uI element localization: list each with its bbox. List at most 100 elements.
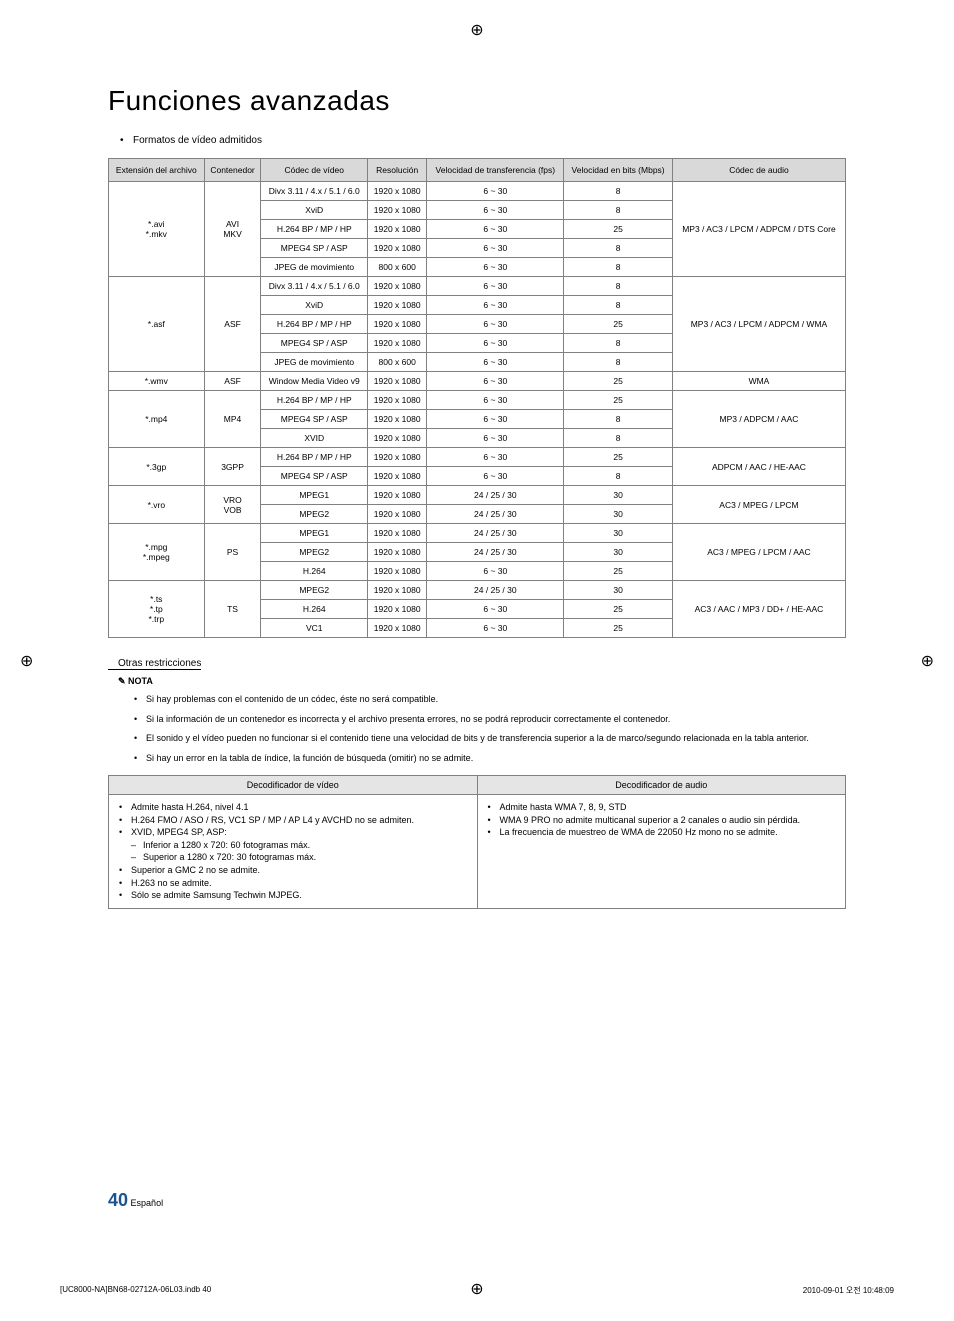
mbps-cell: 25 [564, 619, 673, 638]
note-item: Si hay problemas con el contenido de un … [146, 693, 846, 707]
format-table-header: Contenedor [204, 159, 261, 182]
codec-cell: MPEG2 [261, 581, 368, 600]
intro-bullet: Formatos de vídeo admitidos [108, 135, 846, 146]
codec-cell: H.264 [261, 600, 368, 619]
mbps-cell: 8 [564, 410, 673, 429]
ext-cell: *.3gp [109, 448, 205, 486]
res-cell: 1920 x 1080 [367, 562, 426, 581]
audio-cell: MP3 / AC3 / LPCM / ADPCM / DTS Core [672, 182, 845, 277]
video-format-table: Extensión del archivoContenedorCódec de … [108, 158, 846, 638]
mbps-cell: 8 [564, 258, 673, 277]
mbps-cell: 8 [564, 334, 673, 353]
res-cell: 1920 x 1080 [367, 524, 426, 543]
container-cell: 3GPP [204, 448, 261, 486]
audio-cell: ADPCM / AAC / HE-AAC [672, 448, 845, 486]
format-table-header: Velocidad en bits (Mbps) [564, 159, 673, 182]
res-cell: 1920 x 1080 [367, 296, 426, 315]
restrictions-notes: Si hay problemas con el contenido de un … [108, 693, 846, 765]
codec-cell: XviD [261, 201, 368, 220]
container-cell: VROVOB [204, 486, 261, 524]
decoder-video-item: Admite hasta H.264, nivel 4.1 [119, 801, 467, 814]
decoder-audio-item: WMA 9 PRO no admite multicanal superior … [488, 814, 836, 827]
fps-cell: 6 ~ 30 [427, 220, 564, 239]
res-cell: 1920 x 1080 [367, 448, 426, 467]
res-cell: 1920 x 1080 [367, 467, 426, 486]
fps-cell: 24 / 25 / 30 [427, 581, 564, 600]
fps-cell: 6 ~ 30 [427, 619, 564, 638]
decoder-video-cell: Admite hasta H.264, nivel 4.1H.264 FMO /… [109, 795, 478, 909]
fps-cell: 6 ~ 30 [427, 239, 564, 258]
format-table-header: Resolución [367, 159, 426, 182]
res-cell: 1920 x 1080 [367, 600, 426, 619]
codec-cell: JPEG de movimiento [261, 353, 368, 372]
format-table-header: Extensión del archivo [109, 159, 205, 182]
res-cell: 1920 x 1080 [367, 239, 426, 258]
codec-cell: MPEG4 SP / ASP [261, 410, 368, 429]
registration-mark-icon: ⊕ [470, 20, 483, 40]
decoder-video-item: Superior a GMC 2 no se admite. [119, 864, 467, 877]
registration-mark-icon: ⊕ [20, 651, 33, 671]
mbps-cell: 25 [564, 220, 673, 239]
decoder-video-header: Decodificador de vídeo [109, 776, 478, 795]
footer: [UC8000-NA]BN68-02712A-06L03.indb 40 201… [60, 1285, 894, 1296]
ext-cell: *.wmv [109, 372, 205, 391]
codec-cell: Divx 3.11 / 4.x / 5.1 / 6.0 [261, 277, 368, 296]
res-cell: 1920 x 1080 [367, 581, 426, 600]
mbps-cell: 25 [564, 562, 673, 581]
res-cell: 1920 x 1080 [367, 201, 426, 220]
codec-cell: Divx 3.11 / 4.x / 5.1 / 6.0 [261, 182, 368, 201]
table-row: *.asfASFDivx 3.11 / 4.x / 5.1 / 6.01920 … [109, 277, 846, 296]
codec-cell: H.264 BP / MP / HP [261, 220, 368, 239]
table-row: *.3gp3GPPH.264 BP / MP / HP1920 x 10806 … [109, 448, 846, 467]
res-cell: 1920 x 1080 [367, 619, 426, 638]
decoder-video-item: H.264 FMO / ASO / RS, VC1 SP / MP / AP L… [119, 814, 467, 827]
mbps-cell: 30 [564, 581, 673, 600]
mbps-cell: 8 [564, 239, 673, 258]
fps-cell: 24 / 25 / 30 [427, 505, 564, 524]
res-cell: 1920 x 1080 [367, 543, 426, 562]
res-cell: 1920 x 1080 [367, 505, 426, 524]
table-row: *.mpg*.mpegPSMPEG11920 x 108024 / 25 / 3… [109, 524, 846, 543]
decoder-audio-item: La frecuencia de muestreo de WMA de 2205… [488, 826, 836, 839]
fps-cell: 6 ~ 30 [427, 182, 564, 201]
mbps-cell: 30 [564, 486, 673, 505]
mbps-cell: 8 [564, 467, 673, 486]
mbps-cell: 25 [564, 600, 673, 619]
fps-cell: 6 ~ 30 [427, 277, 564, 296]
restrictions-header: Otras restricciones [108, 658, 201, 670]
format-table-header: Códec de vídeo [261, 159, 368, 182]
table-row: *.avi*.mkvAVIMKVDivx 3.11 / 4.x / 5.1 / … [109, 182, 846, 201]
fps-cell: 6 ~ 30 [427, 372, 564, 391]
ext-cell: *.mpg*.mpeg [109, 524, 205, 581]
audio-cell: AC3 / MPEG / LPCM / AAC [672, 524, 845, 581]
mbps-cell: 25 [564, 448, 673, 467]
mbps-cell: 25 [564, 372, 673, 391]
codec-cell: Window Media Video v9 [261, 372, 368, 391]
registration-mark-icon: ⊕ [921, 651, 934, 671]
decoder-video-subitem: Inferior a 1280 x 720: 60 fotogramas máx… [119, 839, 467, 852]
decoder-audio-cell: Admite hasta WMA 7, 8, 9, STDWMA 9 PRO n… [477, 795, 846, 909]
container-cell: AVIMKV [204, 182, 261, 277]
mbps-cell: 30 [564, 524, 673, 543]
mbps-cell: 8 [564, 277, 673, 296]
codec-cell: MPEG1 [261, 524, 368, 543]
mbps-cell: 8 [564, 429, 673, 448]
audio-cell: AC3 / AAC / MP3 / DD+ / HE-AAC [672, 581, 845, 638]
mbps-cell: 30 [564, 505, 673, 524]
table-row: *.vroVROVOBMPEG11920 x 108024 / 25 / 303… [109, 486, 846, 505]
res-cell: 1920 x 1080 [367, 220, 426, 239]
fps-cell: 6 ~ 30 [427, 334, 564, 353]
fps-cell: 6 ~ 30 [427, 296, 564, 315]
fps-cell: 6 ~ 30 [427, 448, 564, 467]
ext-cell: *.avi*.mkv [109, 182, 205, 277]
codec-cell: MPEG4 SP / ASP [261, 467, 368, 486]
codec-cell: XVID [261, 429, 368, 448]
fps-cell: 6 ~ 30 [427, 562, 564, 581]
decoder-video-item: Sólo se admite Samsung Techwin MJPEG. [119, 889, 467, 902]
res-cell: 1920 x 1080 [367, 410, 426, 429]
ext-cell: *.mp4 [109, 391, 205, 448]
audio-cell: AC3 / MPEG / LPCM [672, 486, 845, 524]
fps-cell: 24 / 25 / 30 [427, 486, 564, 505]
container-cell: TS [204, 581, 261, 638]
audio-cell: MP3 / ADPCM / AAC [672, 391, 845, 448]
